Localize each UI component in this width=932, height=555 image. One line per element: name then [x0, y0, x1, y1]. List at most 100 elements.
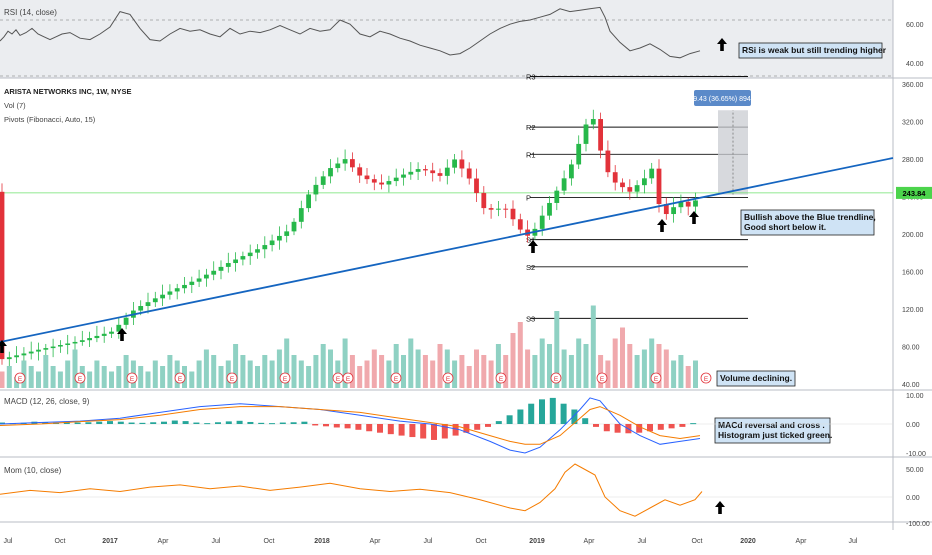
volume-bar	[612, 338, 618, 388]
price-tick-label: 280.00	[902, 157, 924, 164]
volume-bar	[123, 355, 129, 388]
volume-bar	[0, 371, 5, 388]
macd-histogram-bar	[150, 422, 157, 424]
macd-histogram-bar	[193, 422, 200, 424]
candle-body	[313, 184, 319, 195]
volume-bar	[313, 355, 319, 388]
volume-bar	[138, 366, 144, 388]
earnings-marker-label: E	[178, 376, 183, 383]
volume-bar	[452, 360, 458, 388]
candle-body	[386, 181, 392, 185]
candle-body	[109, 331, 114, 334]
up-arrow-icon	[657, 219, 667, 232]
candle-body	[379, 182, 384, 185]
macd-histogram-bar	[377, 424, 383, 433]
candle-body	[474, 178, 479, 194]
macd-histogram-bar	[593, 424, 599, 427]
candle-body	[145, 302, 151, 307]
volume-bar	[262, 355, 268, 388]
candle-body	[277, 235, 282, 241]
volume-bar	[598, 355, 604, 388]
candle-body	[240, 256, 246, 260]
macd-histogram-bar	[182, 421, 189, 424]
volume-bar	[328, 349, 333, 388]
macd-histogram-bar	[225, 421, 232, 424]
note-rsi-box	[738, 42, 883, 59]
volume-bar	[495, 344, 501, 388]
volume-bar	[43, 355, 49, 388]
mom-tick-label: -100.00	[906, 521, 930, 528]
macd-tick-label: -10.00	[906, 451, 926, 458]
macd-histogram-bar	[441, 424, 448, 439]
earnings-marker	[390, 372, 402, 384]
up-arrow-icon	[717, 38, 727, 51]
volume-bar	[532, 355, 538, 388]
volume-bar	[678, 355, 684, 388]
current-price-label: 243.84	[903, 189, 927, 198]
candle-body	[21, 353, 27, 356]
macd-histogram-bar	[117, 421, 124, 424]
volume-bar	[576, 338, 582, 388]
volume-bar	[240, 355, 246, 388]
earnings-marker-label: E	[654, 376, 659, 383]
macd-histogram-bar	[63, 421, 70, 424]
candle-body	[87, 338, 92, 341]
volume-bar	[6, 366, 12, 388]
volume-bar	[320, 344, 326, 388]
candle-body	[649, 168, 655, 179]
candle-body	[605, 150, 611, 173]
current-price-tag	[896, 186, 932, 199]
candle-body	[634, 185, 640, 192]
earnings-marker-label: E	[499, 376, 504, 383]
rsi-title: RSI (14, close)	[4, 8, 57, 17]
macd-histogram-bar	[107, 421, 113, 424]
candle-body	[94, 335, 100, 339]
note-macd-text: Histogram just ticked green.	[718, 430, 832, 440]
candle-body	[14, 355, 19, 358]
volume-bar	[488, 360, 494, 388]
earnings-marker	[14, 372, 26, 384]
volume-bar	[57, 371, 63, 388]
macd-histogram-bar	[420, 424, 427, 439]
volume-bar	[525, 349, 531, 388]
volume-bar	[408, 338, 414, 388]
time-axis-label: Apr	[370, 538, 382, 545]
note-trendline-text: Good short below it.	[744, 222, 826, 232]
candle-body	[167, 291, 173, 295]
volume-bar	[276, 349, 282, 388]
volume-bar	[401, 355, 406, 388]
earnings-marker-label: E	[446, 376, 451, 383]
volume-bar	[386, 360, 392, 388]
volume-bar	[415, 349, 421, 388]
rsi-line	[0, 6, 701, 59]
candle-body	[663, 204, 669, 215]
earnings-marker-label: E	[346, 376, 351, 383]
time-axis-label: Oct	[55, 538, 66, 545]
candle-body	[72, 341, 78, 344]
macd-histogram-bar	[161, 421, 167, 424]
candle-body	[328, 168, 333, 177]
macd-histogram-bar	[668, 424, 675, 429]
earnings-marker	[126, 372, 138, 384]
macd-histogram-bar	[323, 424, 329, 427]
up-arrow-icon	[117, 328, 127, 341]
earnings-marker-label: E	[18, 376, 23, 383]
price-tick-label: 80.00	[902, 345, 920, 352]
candle-body	[415, 169, 421, 172]
candle-body	[211, 270, 217, 275]
time-axis-label: Apr	[584, 538, 596, 545]
candle-body	[583, 124, 589, 144]
time-axis-label: 2017	[102, 538, 118, 545]
volume-bar	[568, 355, 574, 388]
volume-bar	[357, 366, 363, 388]
candle-body	[196, 278, 202, 282]
price-tick-label: 40.00	[902, 382, 920, 389]
macd-histogram-bar	[96, 421, 103, 424]
macd-histogram-bar	[431, 424, 437, 440]
time-axis-label: Oct	[476, 538, 487, 545]
volume-bar	[554, 311, 560, 388]
price-tick-label: 200.00	[902, 232, 924, 239]
macd-title: MACD (12, 26, close, 9)	[4, 397, 90, 406]
pivot-label-s2: S2	[526, 263, 535, 272]
macd-histogram-bar	[679, 424, 686, 427]
